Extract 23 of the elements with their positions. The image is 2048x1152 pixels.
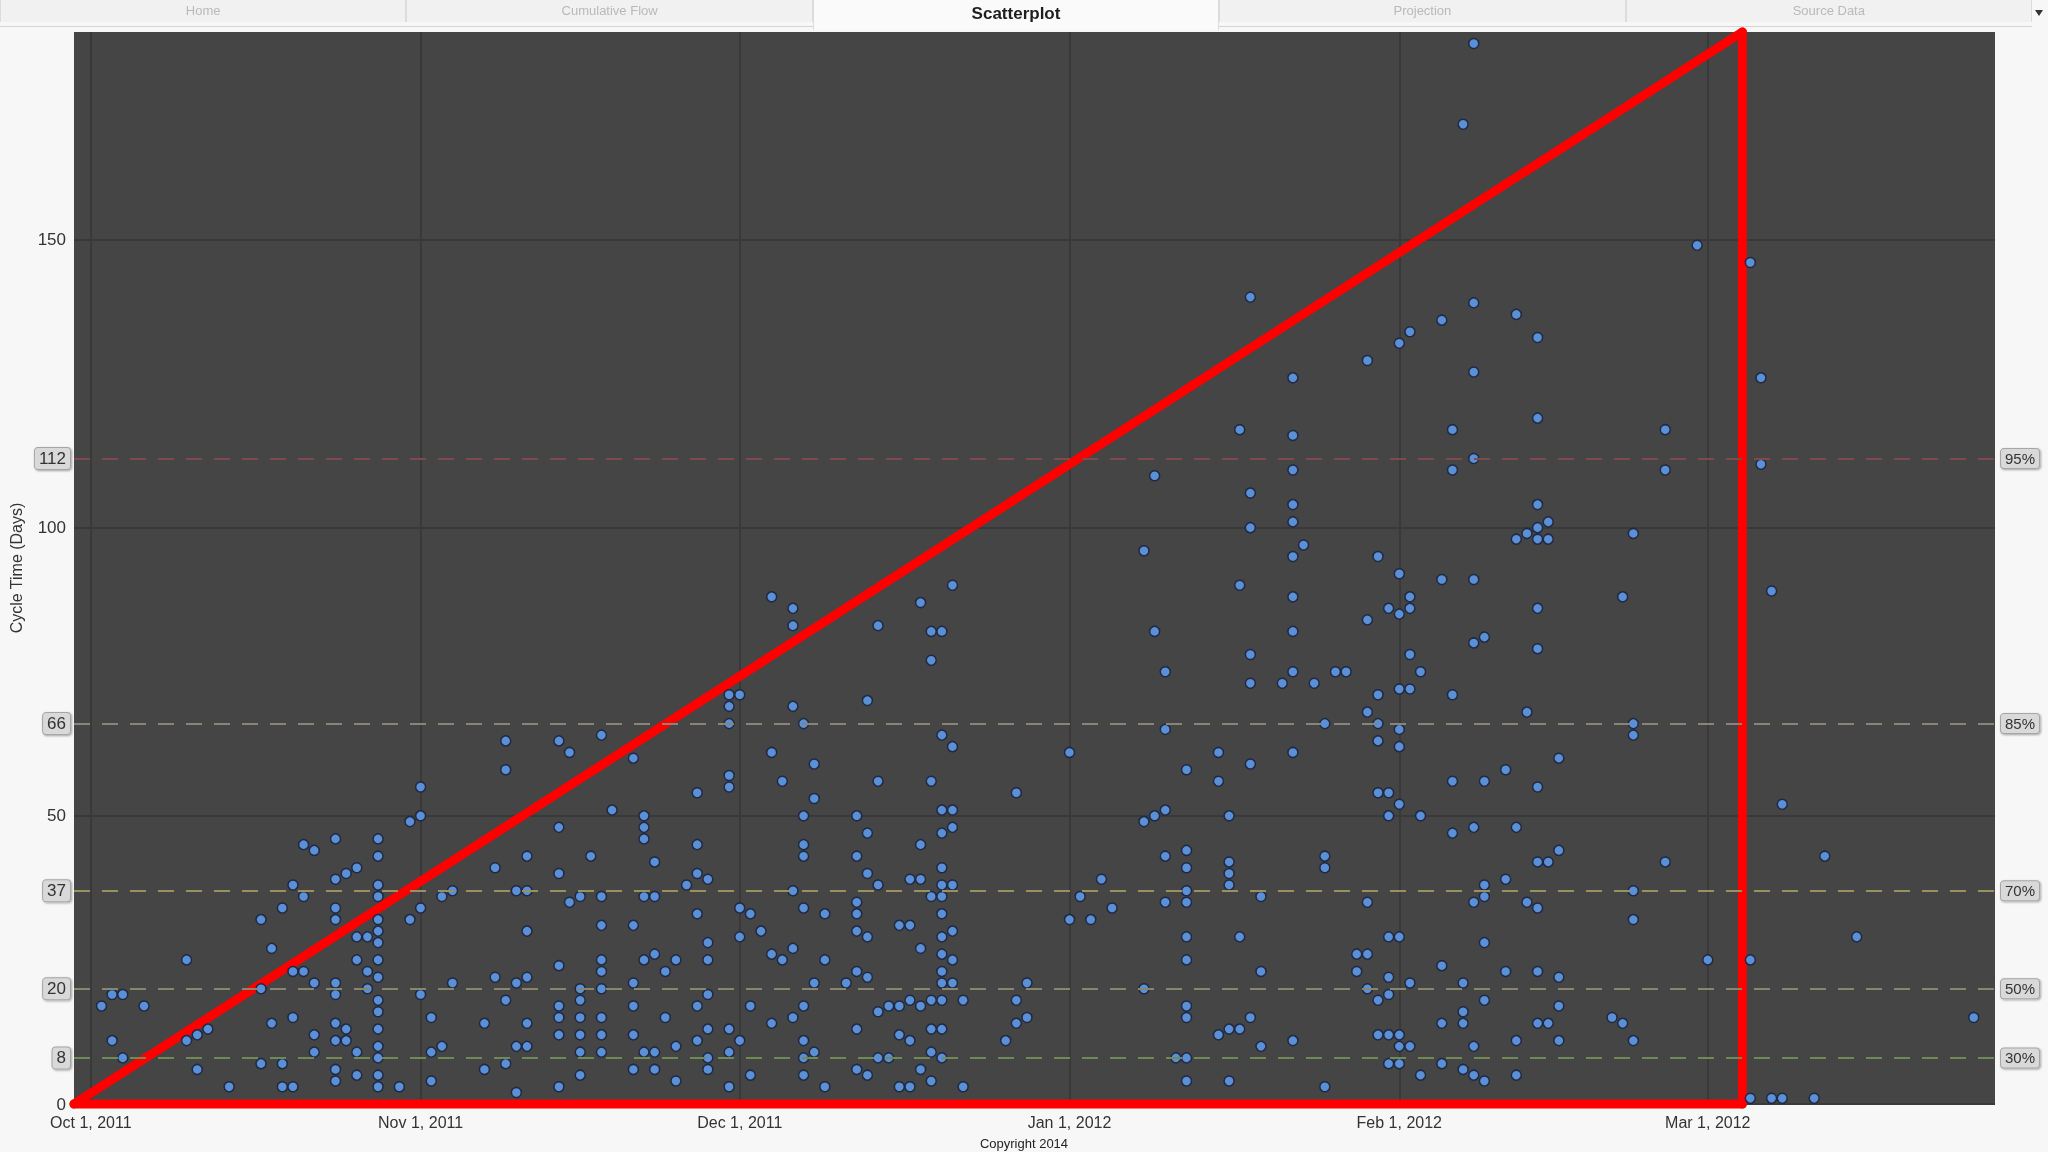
annotation: 95% xyxy=(2005,449,2036,467)
annotation: 85% xyxy=(2005,715,2036,733)
annotation: 50% xyxy=(2005,980,2036,998)
chart-title: Scatterplot xyxy=(812,0,1220,30)
annotation: 70% xyxy=(2005,882,2036,900)
ref-line-label: 66 xyxy=(47,714,66,734)
y-tick-label: 100 xyxy=(37,518,66,538)
y-tick-label: 150 xyxy=(37,229,66,249)
x-tick-label: Dec 1, 2011 xyxy=(697,1113,783,1131)
y-tick-label: 0 xyxy=(56,1094,66,1114)
text: Copyright 2014 xyxy=(978,1136,1070,1151)
x-tick-label: Oct 1, 2011 xyxy=(50,1113,132,1131)
ref-line-label: 8 xyxy=(56,1048,66,1068)
ref-line-label: 20 xyxy=(47,979,66,999)
x-tick-label: Mar 1, 2012 xyxy=(1665,1113,1751,1131)
y-tick-label: 50 xyxy=(47,806,66,826)
annotation: 30% xyxy=(2005,1049,2036,1067)
ref-line-label: 112 xyxy=(38,448,66,468)
x-tick-label: Jan 1, 2012 xyxy=(1027,1113,1112,1131)
x-tick-label: Nov 1, 2011 xyxy=(378,1113,464,1131)
x-tick-label: Feb 1, 2012 xyxy=(1356,1113,1443,1131)
y-axis-title: Cycle Time (Days) xyxy=(7,502,25,634)
ref-line-label: 37 xyxy=(47,881,66,901)
